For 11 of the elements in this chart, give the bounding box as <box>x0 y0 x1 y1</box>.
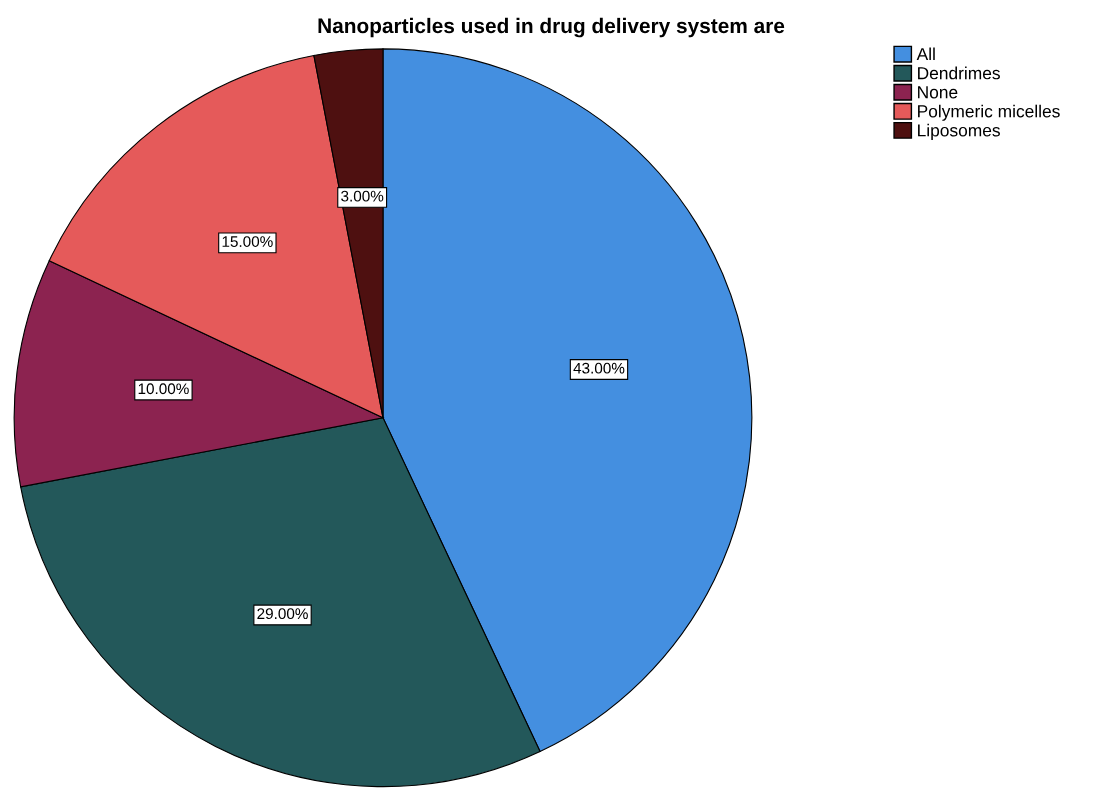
legend-label: Dendrimes <box>918 66 1000 80</box>
data-label: 3.00% <box>341 190 384 202</box>
data-label: 10.00% <box>138 383 189 395</box>
legend-label: None <box>918 86 958 99</box>
legend-label: Liposomes <box>918 123 1000 140</box>
chart-title: Nanoparticles used in drug delivery system are <box>318 17 785 38</box>
data-label: 29.00% <box>257 608 308 620</box>
data-label: 15.00% <box>222 236 273 247</box>
legend-label: Polymeric micelles <box>918 104 1060 121</box>
data-label: 43.00% <box>573 362 625 374</box>
legend-label: All <box>916 47 935 61</box>
